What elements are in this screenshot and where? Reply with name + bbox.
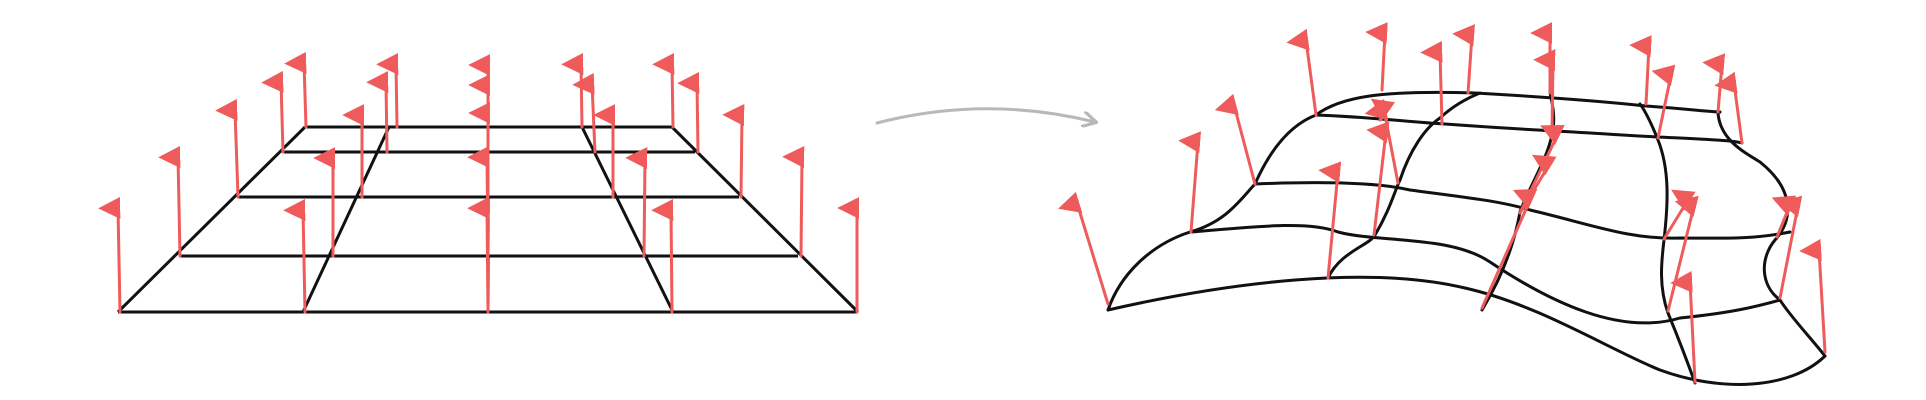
normal-vector-arrow-icon	[1714, 71, 1744, 145]
normal-vector-arrow-icon	[561, 52, 584, 129]
grid-column	[670, 125, 860, 314]
normal-vector-arrow-icon	[1629, 35, 1652, 106]
normal-vector-arrow-icon	[1670, 270, 1697, 384]
normal-vector-arrow-icon	[1651, 64, 1676, 140]
normal-vector-arrow-icon	[625, 147, 648, 258]
normal-vector-arrow-icon	[261, 70, 285, 154]
surface-column	[1106, 113, 1318, 312]
normal-vector-arrow-icon	[1662, 189, 1696, 241]
normal-vector-arrow-icon	[1286, 28, 1318, 117]
normal-vector-arrow-icon	[1058, 191, 1110, 306]
normal-vector-arrow-icon	[366, 70, 389, 154]
normal-vector-arrow-icon	[1480, 188, 1538, 310]
surface-row	[1253, 181, 1792, 240]
normal-vector-arrow-icon	[1771, 195, 1797, 239]
deformed-surface-normals	[1058, 22, 1827, 384]
normal-vector-arrow-icon	[1364, 98, 1400, 185]
normal-vector-arrow-icon	[1318, 161, 1342, 280]
normal-vector-arrow-icon	[1178, 131, 1202, 234]
surface-column	[1326, 91, 1482, 280]
normal-vector-arrow-icon	[215, 98, 240, 199]
deformed-surface-lines	[1106, 90, 1827, 386]
normal-vector-arrow-icon	[652, 52, 675, 129]
grid-column	[301, 126, 391, 313]
surface-row	[1314, 90, 1722, 117]
normal-vector-arrow-icon	[677, 71, 700, 154]
normal-vector-arrow-icon	[158, 145, 182, 258]
normal-vector-arrow-icon	[1799, 238, 1827, 354]
normal-vector-arrow-icon	[1214, 93, 1257, 186]
normal-vector-arrow-icon	[1366, 121, 1390, 237]
normal-vector-arrow-icon	[572, 72, 597, 154]
normal-vector-arrow-icon	[284, 51, 308, 129]
surface-row	[1189, 224, 1782, 325]
curved-arrow-icon	[875, 107, 1095, 123]
flat-grid-normals	[98, 51, 860, 314]
normal-vector-arrow-icon	[376, 52, 399, 129]
deformed-surface-panel	[1058, 22, 1827, 386]
normal-vector-arrow-icon	[1370, 98, 1396, 122]
normal-vector-arrow-icon	[1666, 195, 1699, 313]
grid-column	[116, 125, 307, 314]
surface-column	[1716, 111, 1827, 358]
normal-vector-arrow-icon	[1778, 195, 1803, 300]
surface-row	[1106, 275, 1827, 386]
normal-vector-arrow-icon	[1420, 40, 1444, 126]
normal-vector-arrow-icon	[1452, 24, 1475, 95]
normal-vector-arrow-icon	[1365, 22, 1388, 92]
normal-vector-arrow-icon	[722, 104, 745, 199]
normal-vector-arrow-icon	[1518, 154, 1557, 215]
normal-vector-arrow-icon	[283, 198, 307, 314]
normal-vector-arrow-icon	[651, 198, 674, 314]
normal-vector-arrow-icon	[1702, 53, 1726, 114]
normal-vector-arrow-icon	[98, 196, 122, 314]
grid-column	[580, 126, 675, 313]
surface-column	[1638, 102, 1697, 385]
normal-vector-arrow-icon	[1533, 49, 1556, 133]
flat-grid-panel	[98, 51, 860, 314]
normal-vector-arrow-icon	[782, 146, 805, 258]
